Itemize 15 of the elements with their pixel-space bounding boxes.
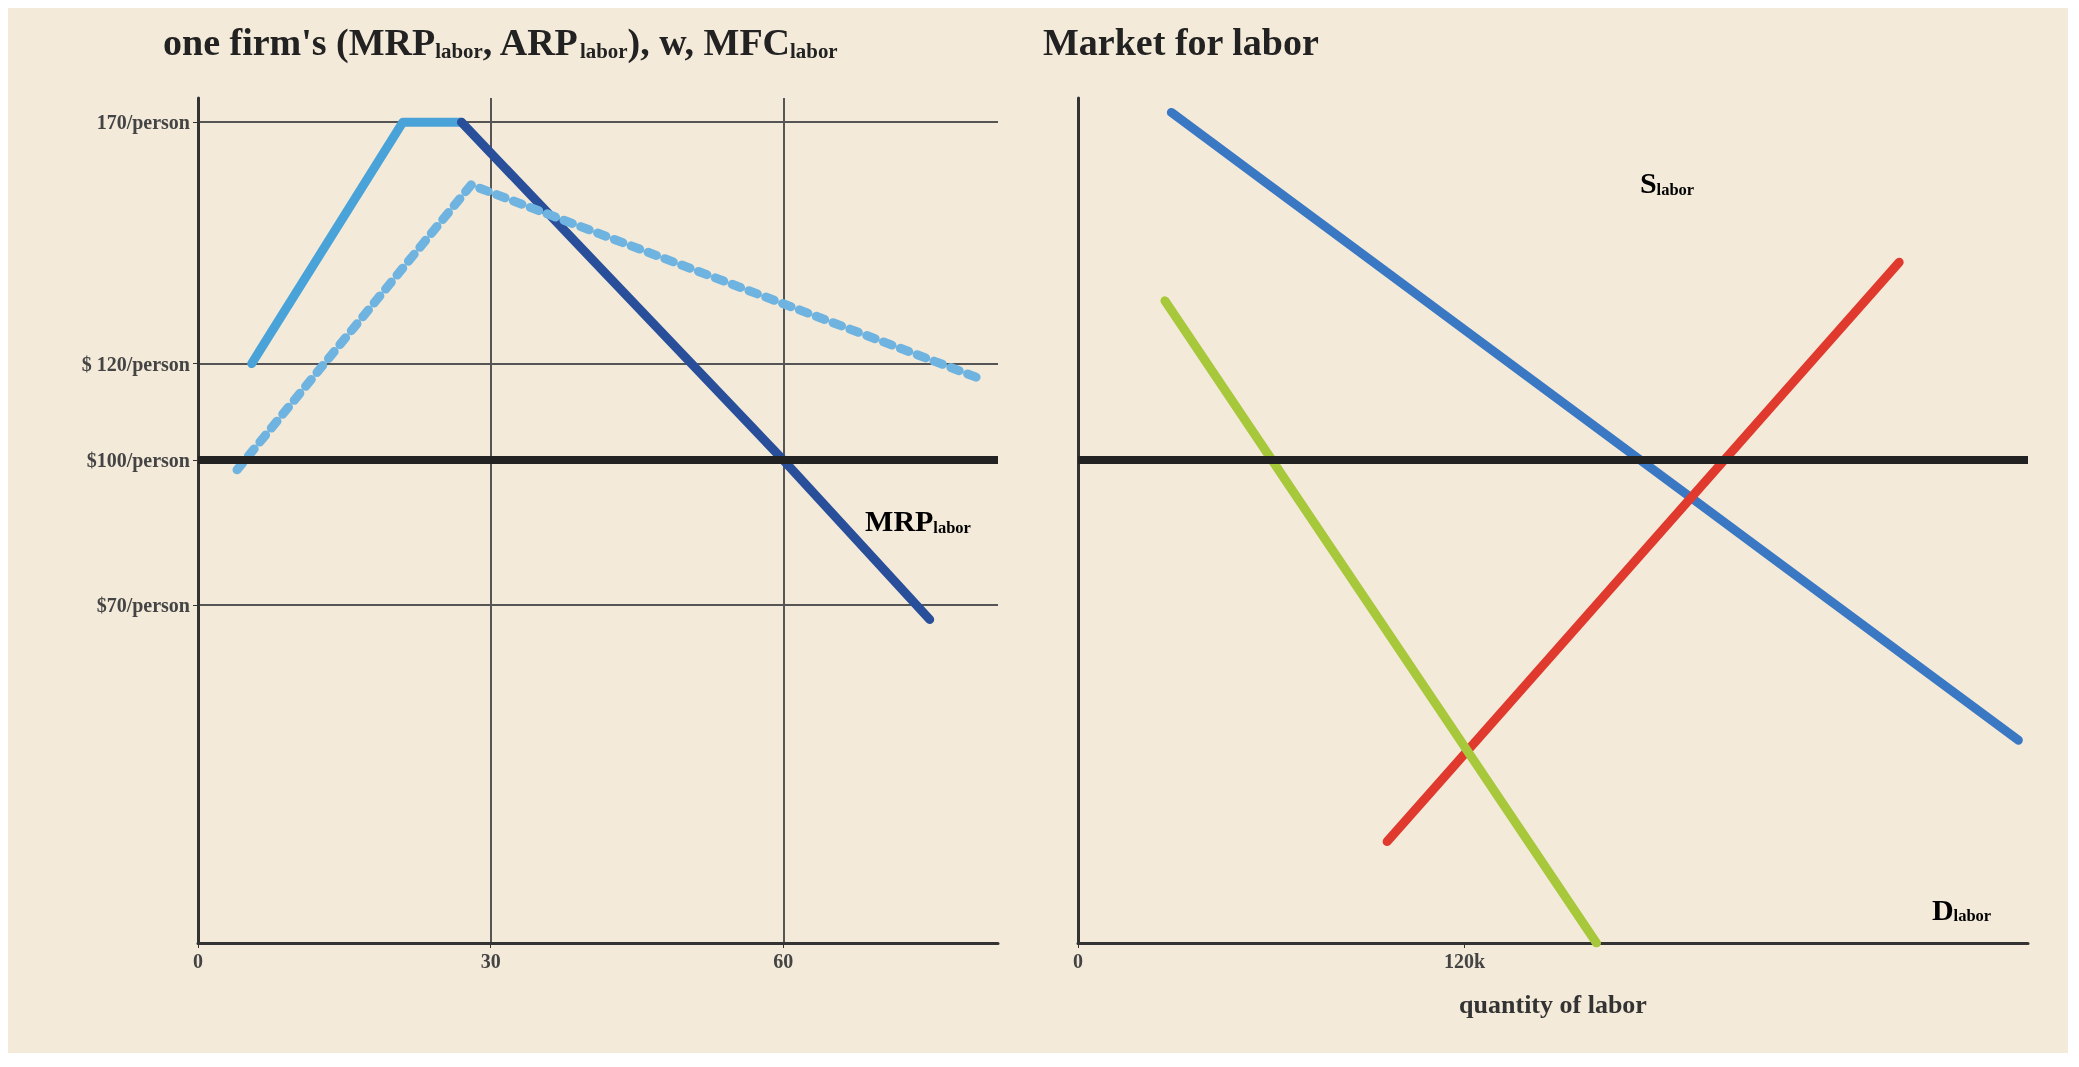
annotation: Dlabor (1931, 892, 1992, 926)
y-tick-label: 170/person (96, 111, 190, 135)
x-tick-label: 60 (773, 950, 794, 972)
y-tick-label: $100/person (86, 449, 190, 473)
annotation: Slabor (1639, 166, 1695, 199)
y-tick-label: $ 120/person (81, 352, 190, 376)
chart-title: Market for labor (1043, 21, 1319, 63)
x-tick-label: 120k (1443, 950, 1486, 972)
x-tick-label: 0 (193, 950, 203, 972)
x-tick-label: 0 (1073, 950, 1083, 972)
y-tick-label: $70/person (96, 594, 190, 617)
x-axis-title: quantity of labor (1459, 989, 1647, 1019)
annotation: MRPlabor (865, 504, 971, 537)
x-tick-label: 30 (480, 950, 501, 972)
chart-title: one firm's (MRPlabor, ARPlabor), w, MFClabor (163, 21, 838, 64)
